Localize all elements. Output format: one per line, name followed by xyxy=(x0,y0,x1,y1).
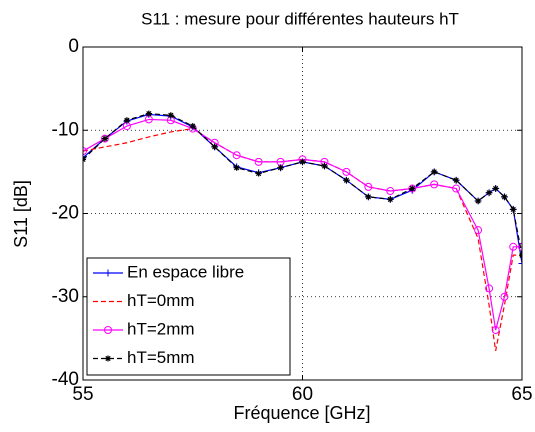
marker xyxy=(233,164,240,171)
y-tick-label: -30 xyxy=(52,286,79,307)
marker xyxy=(510,206,517,213)
marker xyxy=(343,177,350,184)
marker xyxy=(430,180,439,189)
marker xyxy=(485,284,494,293)
legend-label: En espace libre xyxy=(127,262,244,281)
marker xyxy=(189,123,196,130)
marker xyxy=(492,185,499,192)
marker xyxy=(299,158,306,165)
marker xyxy=(342,167,351,176)
marker xyxy=(453,177,460,184)
x-axis-label: Fréquence [GHz] xyxy=(233,403,370,423)
legend-label: hT=5mm xyxy=(127,348,195,367)
marker xyxy=(321,163,328,170)
marker xyxy=(518,242,522,251)
marker xyxy=(486,189,493,196)
marker xyxy=(387,196,394,203)
y-tick-label: 0 xyxy=(68,36,79,57)
marker xyxy=(518,259,522,267)
marker xyxy=(509,242,518,251)
marker xyxy=(408,184,417,193)
marker xyxy=(254,157,263,166)
marker xyxy=(475,198,482,205)
legend-label: hT=0mm xyxy=(127,291,195,310)
plot-frame xyxy=(82,46,523,381)
marker xyxy=(491,326,500,335)
x-tick-label: 65 xyxy=(511,384,532,405)
marker xyxy=(105,355,111,362)
legend-box xyxy=(86,257,291,376)
marker xyxy=(123,117,130,124)
marker xyxy=(431,168,438,175)
y-axis-label: S11 [dB] xyxy=(11,180,31,248)
marker xyxy=(474,226,483,235)
y-tick-label: -20 xyxy=(52,203,79,224)
plot xyxy=(83,110,522,351)
y-tick-label: -40 xyxy=(52,369,79,390)
marker xyxy=(101,135,108,142)
marker xyxy=(255,170,262,177)
y-tick-label: -10 xyxy=(52,119,79,140)
chart-title: S11 : mesure pour différentes hauteurs h… xyxy=(141,9,459,28)
marker xyxy=(104,326,112,334)
marker xyxy=(409,185,416,192)
marker xyxy=(365,193,372,200)
marker xyxy=(167,112,174,119)
series-line xyxy=(83,112,522,256)
marker xyxy=(277,164,284,171)
marker xyxy=(83,147,87,156)
marker xyxy=(104,269,112,277)
x-tick-label: 55 xyxy=(72,384,93,405)
marker xyxy=(386,187,395,196)
marker xyxy=(232,151,241,160)
legend-label: hT=2mm xyxy=(127,319,195,338)
marker xyxy=(501,193,508,200)
marker xyxy=(364,182,373,191)
marker xyxy=(100,134,109,143)
marker xyxy=(211,143,218,150)
x-tick-label: 60 xyxy=(292,384,313,405)
marker xyxy=(145,110,152,117)
marker xyxy=(500,292,509,301)
marker xyxy=(452,184,461,193)
